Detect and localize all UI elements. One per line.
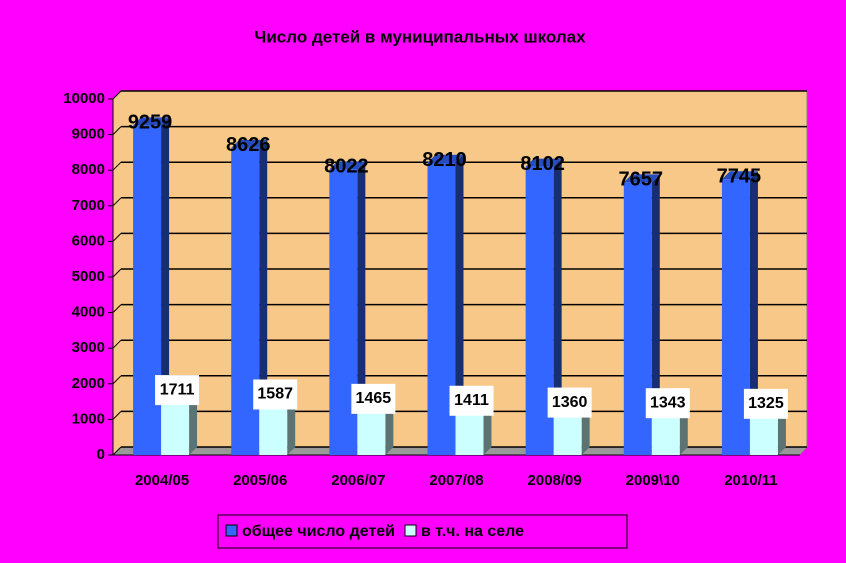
grid-line (112, 268, 122, 278)
value-label-box (253, 379, 298, 410)
x-tick-label: 2007/08 (429, 472, 483, 489)
value-label: 1587 (257, 386, 293, 403)
x-tick-label: 2006/07 (331, 472, 385, 489)
grid-line (112, 375, 122, 385)
bar-side (357, 161, 366, 455)
grid-line (112, 161, 122, 171)
y-tick-label: 2000 (72, 375, 105, 392)
y-tick-label: 10000 (63, 90, 105, 107)
legend-label: общее число детей (242, 523, 395, 540)
bar (133, 117, 170, 455)
value-label: 8022 (324, 156, 369, 178)
x-tick-label: 2010/11 (724, 472, 777, 489)
bar-top (329, 161, 366, 170)
y-tick-label: 1000 (72, 410, 105, 427)
y-tick-label: 9000 (72, 126, 105, 143)
value-label: 8102 (520, 153, 565, 175)
value-label-box (155, 375, 200, 406)
x-tick-label: 2008/09 (528, 472, 582, 489)
value-label-box (547, 387, 592, 418)
bar-top (231, 139, 268, 148)
grid-line (112, 197, 122, 207)
grid-line (112, 90, 122, 100)
grid-line (112, 339, 122, 349)
x-tick-label: 2005/06 (233, 472, 287, 489)
grid-line (112, 411, 122, 420)
bar-side (455, 154, 464, 455)
bar-top (721, 171, 758, 180)
x-tick-label: 2009\10 (626, 472, 680, 489)
value-label: 1325 (748, 395, 784, 412)
legend-swatch (404, 524, 417, 537)
bar-top (525, 158, 562, 167)
y-tick-label: 6000 (72, 232, 105, 249)
value-label: 7657 (619, 169, 664, 191)
value-label-box (449, 385, 494, 416)
legend-box (217, 514, 628, 549)
bar-side (651, 174, 660, 455)
value-label: 1343 (650, 394, 686, 411)
value-label: 1411 (454, 392, 489, 409)
y-tick-label: 7000 (72, 197, 105, 214)
bar-side (749, 171, 758, 455)
y-tick-label: 5000 (72, 268, 105, 285)
grid-line (112, 126, 122, 135)
bar-side (553, 158, 562, 456)
y-tick-label: 3000 (72, 339, 105, 356)
y-tick-label: 0 (97, 446, 105, 463)
bar-top (623, 174, 660, 183)
x-tick-label: 2004/05 (135, 472, 189, 489)
chart-title: Число детей в муниципальных школах (254, 27, 586, 46)
value-label: 1465 (356, 390, 392, 407)
value-label: 1360 (552, 394, 588, 411)
bar-side (259, 139, 268, 455)
y-tick-label: 4000 (72, 304, 105, 321)
value-label-box (351, 383, 396, 414)
value-label: 9259 (128, 112, 173, 134)
legend-swatch (225, 524, 238, 537)
y-tick-label: 8000 (72, 161, 105, 178)
grid-line (112, 304, 122, 313)
bar (525, 158, 562, 456)
bar-front (133, 125, 162, 455)
value-label: 7745 (717, 166, 762, 188)
legend-label: в т.ч. на селе (421, 523, 524, 540)
value-label: 1711 (160, 381, 195, 398)
bar-side (161, 117, 170, 455)
bar-top (427, 154, 464, 163)
value-label: 8210 (422, 149, 467, 171)
value-label: 8626 (226, 134, 271, 156)
grid-line (112, 233, 122, 242)
bar-top (133, 117, 170, 126)
grid-line (112, 446, 122, 456)
value-label-box (743, 388, 788, 419)
value-label-box (645, 388, 690, 419)
